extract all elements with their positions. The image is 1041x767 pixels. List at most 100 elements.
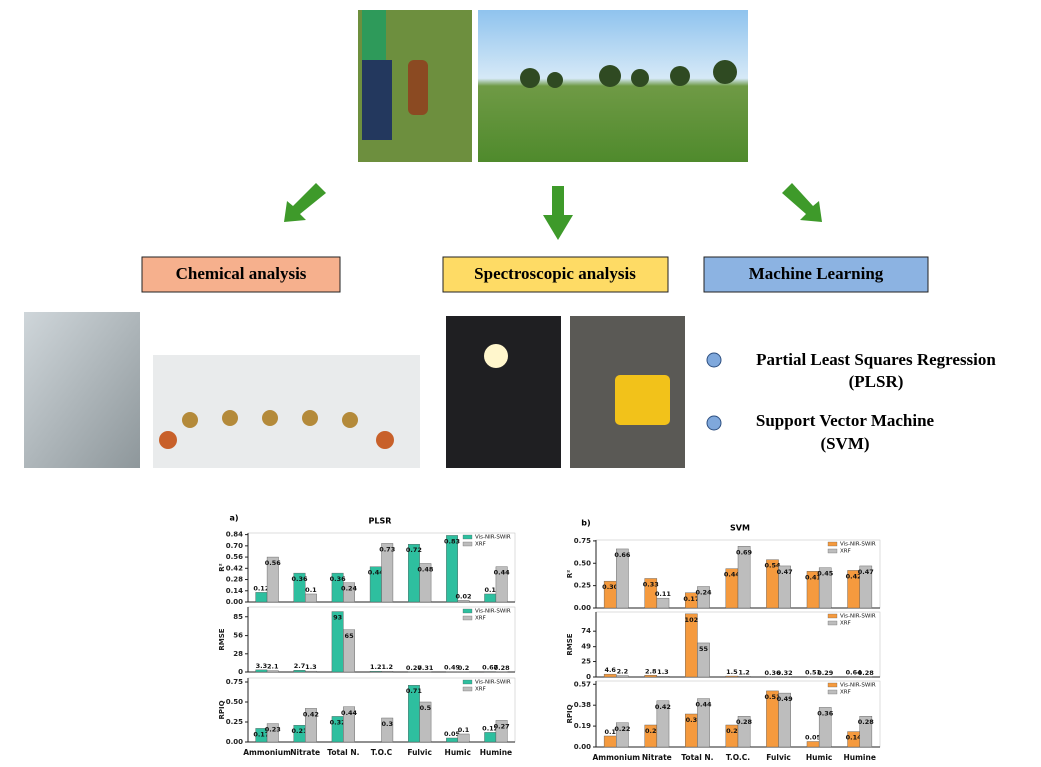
value-label: 0.47	[777, 568, 793, 576]
value-label: 0.42	[303, 710, 319, 718]
y-tick-label: 0.19	[574, 722, 591, 730]
value-label: 0.22	[614, 725, 630, 733]
legend-swatch	[462, 686, 473, 692]
value-label: 1.2	[381, 663, 393, 671]
plot-frame	[595, 611, 881, 678]
value-label: 0.32	[777, 669, 793, 677]
value-label: 0.36	[764, 669, 781, 677]
value-label: 0.44	[494, 569, 511, 577]
value-label: 3.3	[256, 662, 268, 670]
legend-label: XRF	[840, 690, 851, 696]
value-label: 0.44	[695, 701, 712, 709]
bar	[656, 700, 670, 748]
x-tick-label: Total N.	[327, 748, 359, 757]
x-tick-label: Ammonium	[592, 753, 640, 762]
arrow	[284, 183, 326, 222]
x-tick-label: Humic	[445, 748, 471, 757]
y-tick-label: 49	[581, 643, 591, 651]
method-name: Support Vector Machine	[756, 411, 935, 430]
legend-swatch	[462, 534, 473, 540]
bar	[737, 716, 751, 748]
x-tick-label: T.O.C.	[726, 753, 750, 762]
bar	[644, 675, 658, 678]
value-label: 0.3	[686, 716, 698, 724]
bar	[266, 556, 279, 603]
value-label: 0.1	[484, 586, 496, 594]
method-abbr: (SVM)	[820, 434, 869, 453]
value-label: 0.05	[444, 730, 461, 738]
x-tick-label: Nitrate	[290, 748, 320, 757]
legend-swatch	[462, 615, 473, 621]
legend-label: Vis-NIR-SWIR	[475, 609, 511, 615]
bar	[495, 720, 508, 743]
y-tick-label: 56	[233, 632, 243, 640]
value-label: 0.31	[417, 664, 434, 672]
legend-swatch	[827, 620, 838, 626]
bar	[778, 565, 791, 609]
value-label: 0.21	[291, 727, 308, 735]
legend-label: Vis-NIR-SWIR	[475, 535, 511, 541]
value-label: 2.1	[267, 663, 279, 671]
box-label: Spectroscopic analysis	[474, 264, 636, 283]
value-label: 0.73	[379, 545, 395, 553]
legend-swatch	[827, 689, 838, 695]
method-name: Partial Least Squares Regression	[756, 350, 996, 369]
bar	[806, 741, 820, 748]
bar	[859, 565, 873, 609]
x-tick-label: Ammonium	[243, 748, 291, 757]
bar	[381, 543, 394, 603]
x-tick-label: Total N.	[681, 753, 713, 762]
legend-label: XRF	[475, 616, 486, 622]
bar	[381, 717, 394, 743]
lamp	[484, 344, 508, 368]
bar	[495, 566, 508, 603]
value-label: 0.41	[805, 573, 822, 581]
value-label: 0.23	[265, 726, 281, 734]
value-label: 0.54	[764, 562, 781, 570]
value-label: 0.17	[683, 595, 699, 603]
value-label: 0.28	[736, 718, 753, 726]
chart-title: PLSR	[369, 517, 392, 526]
bar	[381, 671, 394, 673]
bar	[305, 708, 317, 743]
y-tick-label: 0.50	[226, 698, 243, 706]
chart-title: SVM	[730, 524, 750, 533]
box-label: Chemical analysis	[176, 264, 307, 283]
y-axis-label: R²	[218, 563, 226, 571]
value-label: 0.3	[381, 720, 393, 728]
y-tick-label: 0.00	[574, 604, 591, 612]
y-tick-label: 0.28	[226, 576, 243, 584]
lab-photo	[24, 312, 140, 468]
legend-label: XRF	[475, 687, 486, 693]
bar	[725, 675, 739, 678]
y-tick-label: 0	[238, 668, 243, 676]
bar	[484, 593, 497, 603]
value-label: 0.28	[858, 669, 875, 677]
value-label: 0.48	[417, 565, 434, 573]
value-label: 0.2	[458, 664, 470, 672]
bar	[343, 582, 356, 603]
x-tick-label: Nitrate	[642, 753, 672, 762]
x-tick-label: Humine	[480, 748, 512, 757]
value-label: 0.67	[482, 664, 498, 672]
y-tick-label: 0.57	[574, 680, 591, 688]
bar	[419, 563, 432, 603]
value-label: 0.56	[265, 559, 282, 567]
y-tick-label: 0.56	[226, 553, 243, 561]
value-label: 0.42	[846, 572, 862, 580]
value-label: 2.2	[617, 668, 629, 676]
bar	[457, 733, 470, 743]
bar	[484, 732, 497, 743]
bar	[656, 597, 670, 609]
value-label: 0.36	[817, 709, 834, 717]
value-label: 4.6	[604, 666, 616, 674]
bar	[446, 535, 458, 603]
bar	[419, 701, 432, 743]
y-tick-label: 0	[586, 673, 591, 681]
bar	[644, 578, 658, 609]
value-label: 0.45	[817, 570, 834, 578]
value-label: 0.30	[602, 583, 619, 591]
y-tick-label: 0.38	[574, 701, 591, 709]
y-axis-label: RMSE	[566, 633, 574, 655]
x-tick-label: Humic	[806, 753, 832, 762]
